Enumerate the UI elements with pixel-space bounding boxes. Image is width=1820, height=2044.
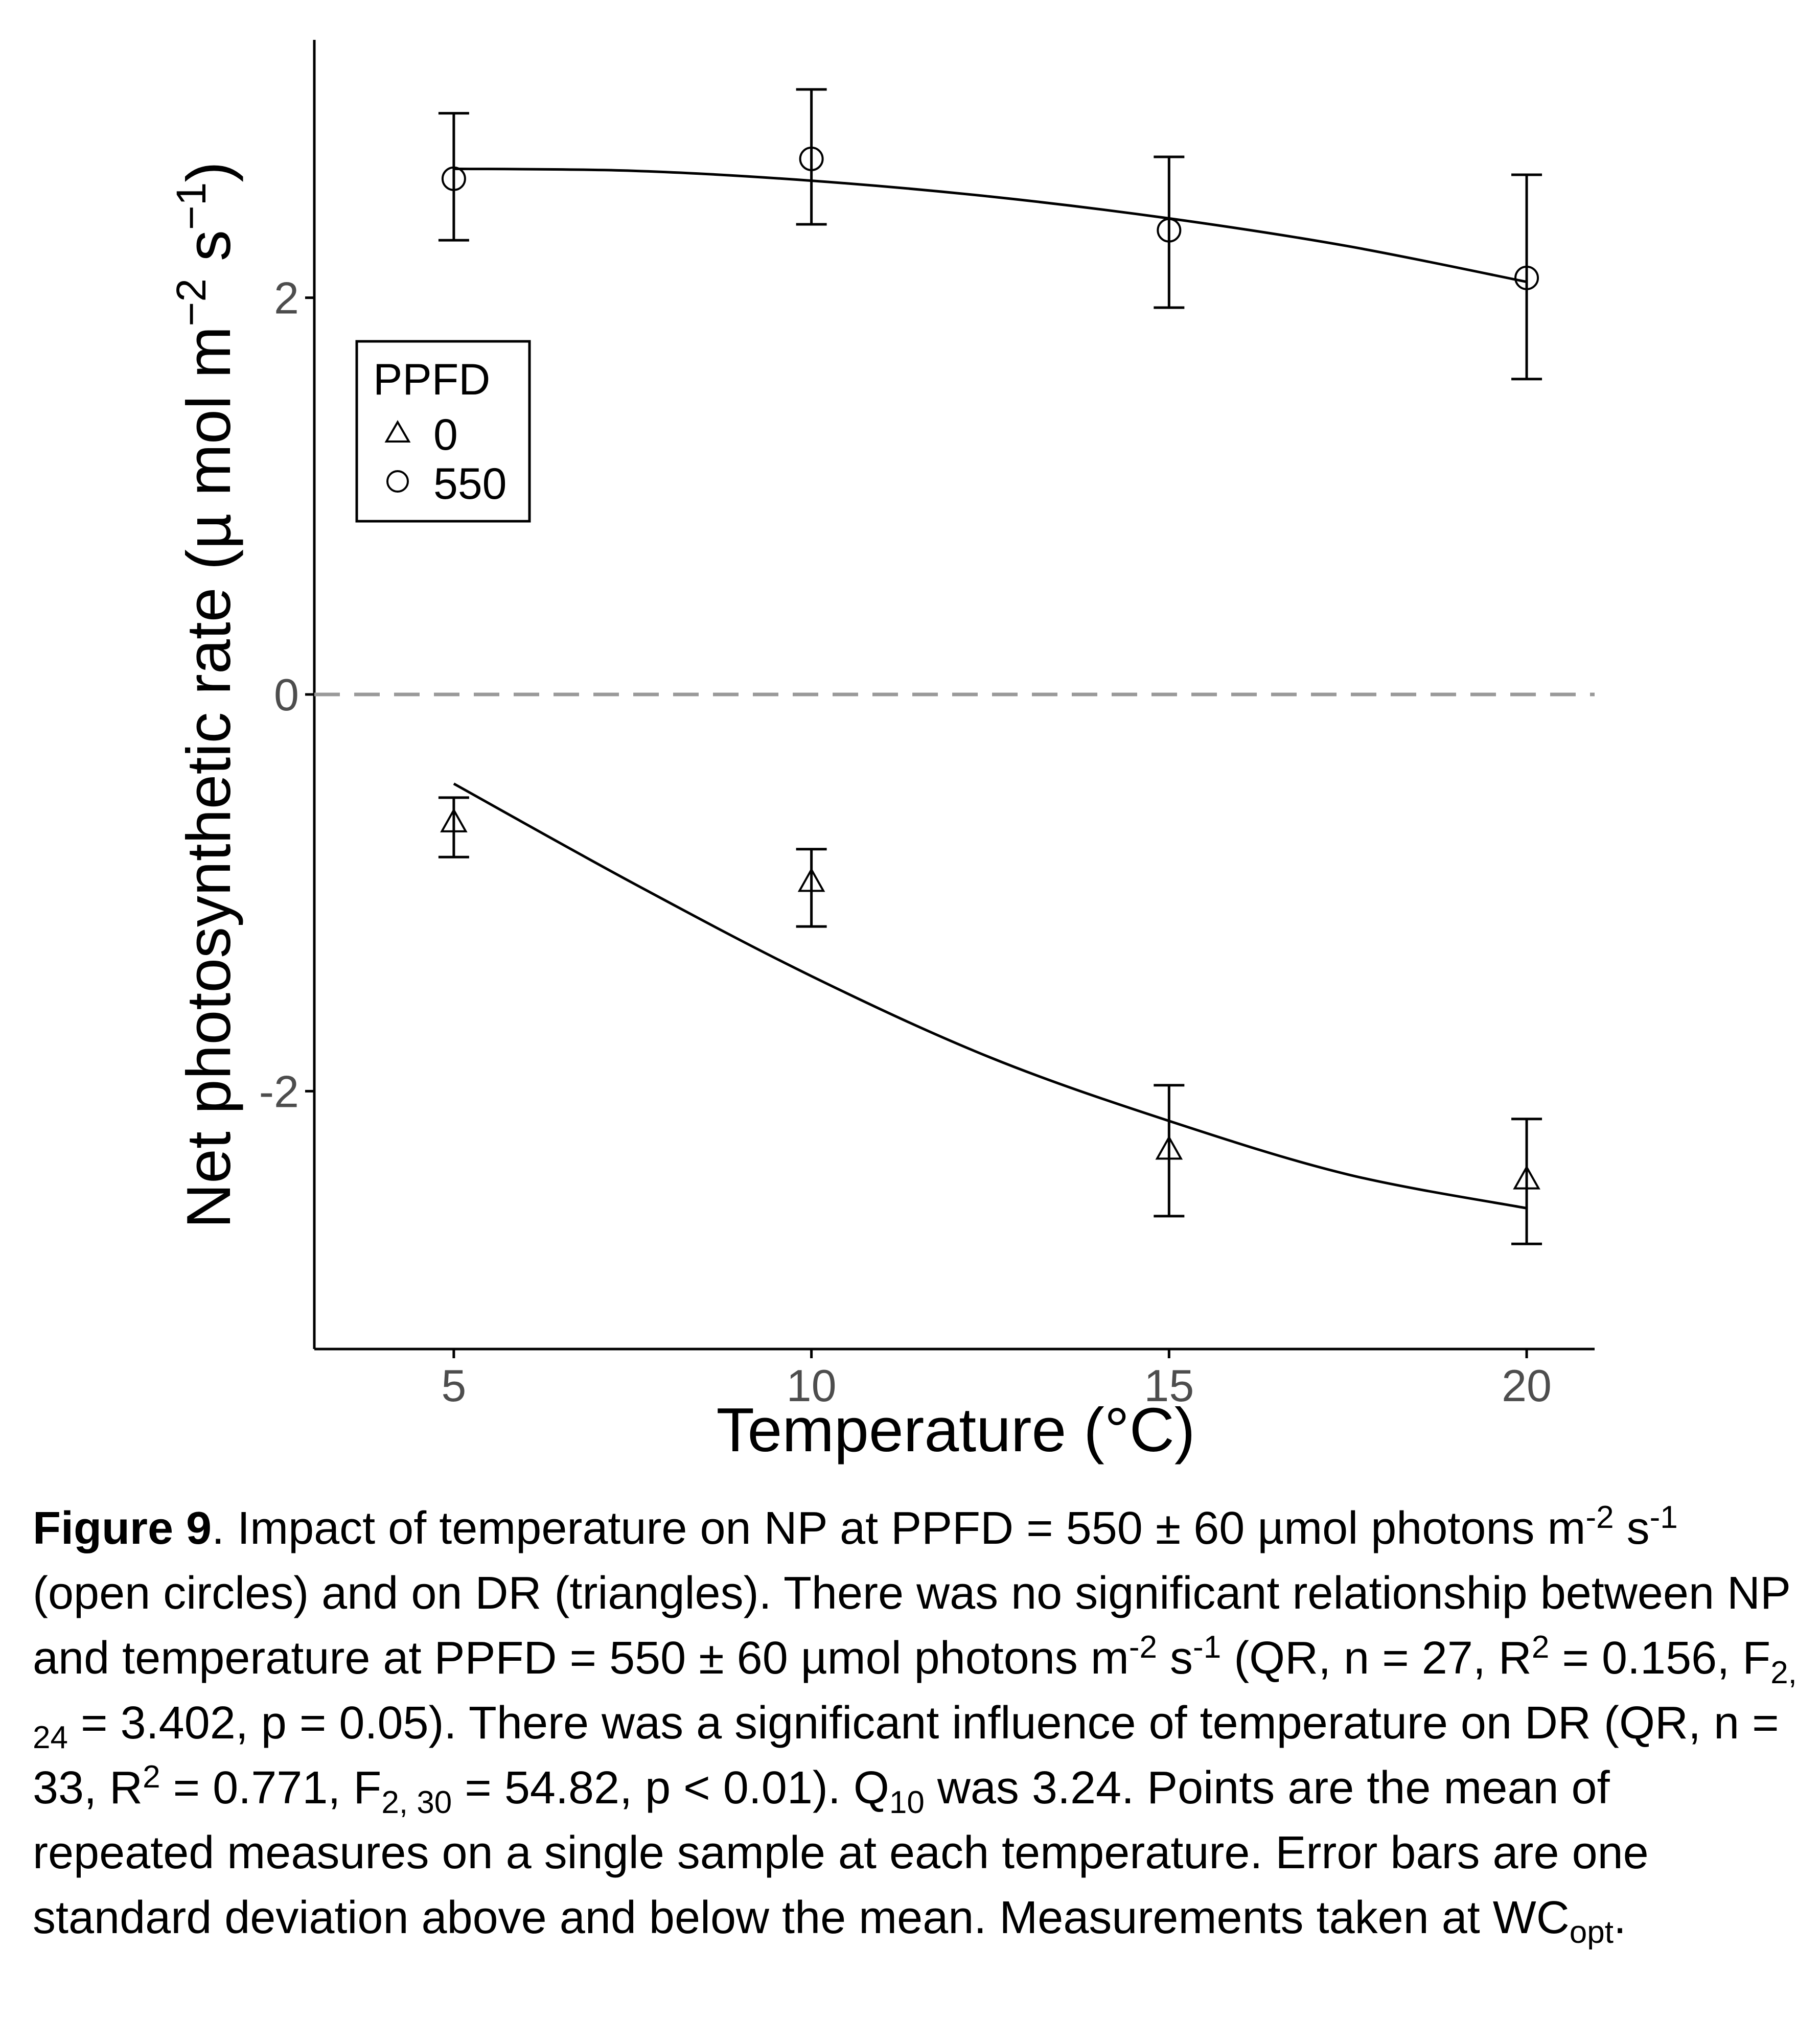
caption-s7: = 3.402, p = 0.05). There was a signific…: [33, 1698, 1779, 1814]
fit-curve-550: [453, 167, 1527, 284]
legend-title: PPFD: [373, 355, 490, 404]
caption-s7-sup: 2: [143, 1759, 160, 1795]
fit-curves: [453, 167, 1527, 1210]
caption-s6-sub: 2, 24: [33, 1655, 1797, 1755]
caption-s5: (QR, n = 27, R: [1221, 1633, 1532, 1684]
data-point-550: [441, 166, 466, 191]
legend-triangle-marker: [384, 420, 411, 443]
caption-s9-sub: 10: [889, 1785, 925, 1820]
legend-entry-0: 0: [433, 410, 458, 459]
caption-s2-sup: -1: [1649, 1500, 1678, 1535]
data-point-550: [1157, 218, 1182, 243]
axis-ticks: 5 10 15 20 -2 0 2: [259, 273, 1552, 1411]
legend-box: [355, 340, 531, 523]
caption-s11: .: [1613, 1892, 1626, 1943]
caption-s2: s: [1614, 1503, 1650, 1554]
y-tick-label: 2: [274, 273, 299, 323]
y-axis-title-sup1: −2: [168, 278, 215, 327]
caption-s9: = 54.82, p < 0.01). Q: [452, 1762, 889, 1814]
caption-s1-sup: -2: [1585, 1500, 1614, 1535]
legend: PPFD 0 550: [355, 340, 531, 523]
caption-s8: = 0.771, F: [160, 1762, 382, 1814]
data-points: [440, 146, 1540, 1190]
x-axis-title: Temperature (°C): [717, 1395, 1195, 1465]
caption-s4-sup: -1: [1193, 1630, 1222, 1665]
y-axis-title: Net photosynthetic rate (µ mol m−2 s−1): [168, 161, 243, 1228]
data-point-0: [797, 867, 825, 892]
error-bars: [438, 88, 1542, 1245]
x-tick-label: 10: [787, 1360, 837, 1411]
x-tick-label: 5: [441, 1360, 466, 1411]
caption-s4: s: [1157, 1633, 1193, 1684]
y-axis-title-end: ): [174, 161, 243, 182]
y-tick-label: -2: [259, 1066, 299, 1117]
legend-circle-marker: [386, 470, 409, 493]
caption-s1: . Impact of temperature on NP at PPFD = …: [212, 1503, 1586, 1554]
data-point-550: [1514, 265, 1539, 290]
caption-s6: = 0.156, F: [1549, 1633, 1771, 1684]
figure-caption: Figure 9. Impact of temperature on NP at…: [33, 1496, 1801, 1950]
data-point-0: [440, 808, 468, 832]
caption-text: Figure 9. Impact of temperature on NP at…: [33, 1496, 1801, 1950]
caption-s10: was 3.24. Points are the mean of repeate…: [33, 1762, 1649, 1943]
chart: 5 10 15 20 -2 0 2 Temperature (°C) Net photosy…: [168, 40, 1595, 1465]
caption-s8-sub: 2, 30: [381, 1785, 452, 1820]
x-tick-label: 20: [1502, 1360, 1552, 1411]
caption-label: Figure 9: [33, 1503, 212, 1554]
x-tick-label: 15: [1144, 1360, 1194, 1411]
y-axis-title-mid: s: [174, 230, 243, 278]
y-axis-title-sup2: −1: [168, 182, 215, 230]
caption-s5-sup: 2: [1531, 1630, 1550, 1665]
caption-s3-sup: -2: [1128, 1630, 1158, 1665]
y-tick-label: 0: [274, 669, 299, 720]
legend-entry-1: 550: [433, 459, 507, 508]
data-point-550: [799, 146, 824, 171]
fit-curve-0: [453, 782, 1527, 1210]
data-point-0: [1155, 1135, 1183, 1160]
caption-s10-sub: opt: [1569, 1915, 1614, 1950]
caption-s3: (open circles) and on DR (triangles). Th…: [33, 1568, 1790, 1684]
y-axis-title-main: Net photosynthetic rate (µ mol m: [174, 327, 243, 1228]
data-point-0: [1513, 1165, 1540, 1190]
